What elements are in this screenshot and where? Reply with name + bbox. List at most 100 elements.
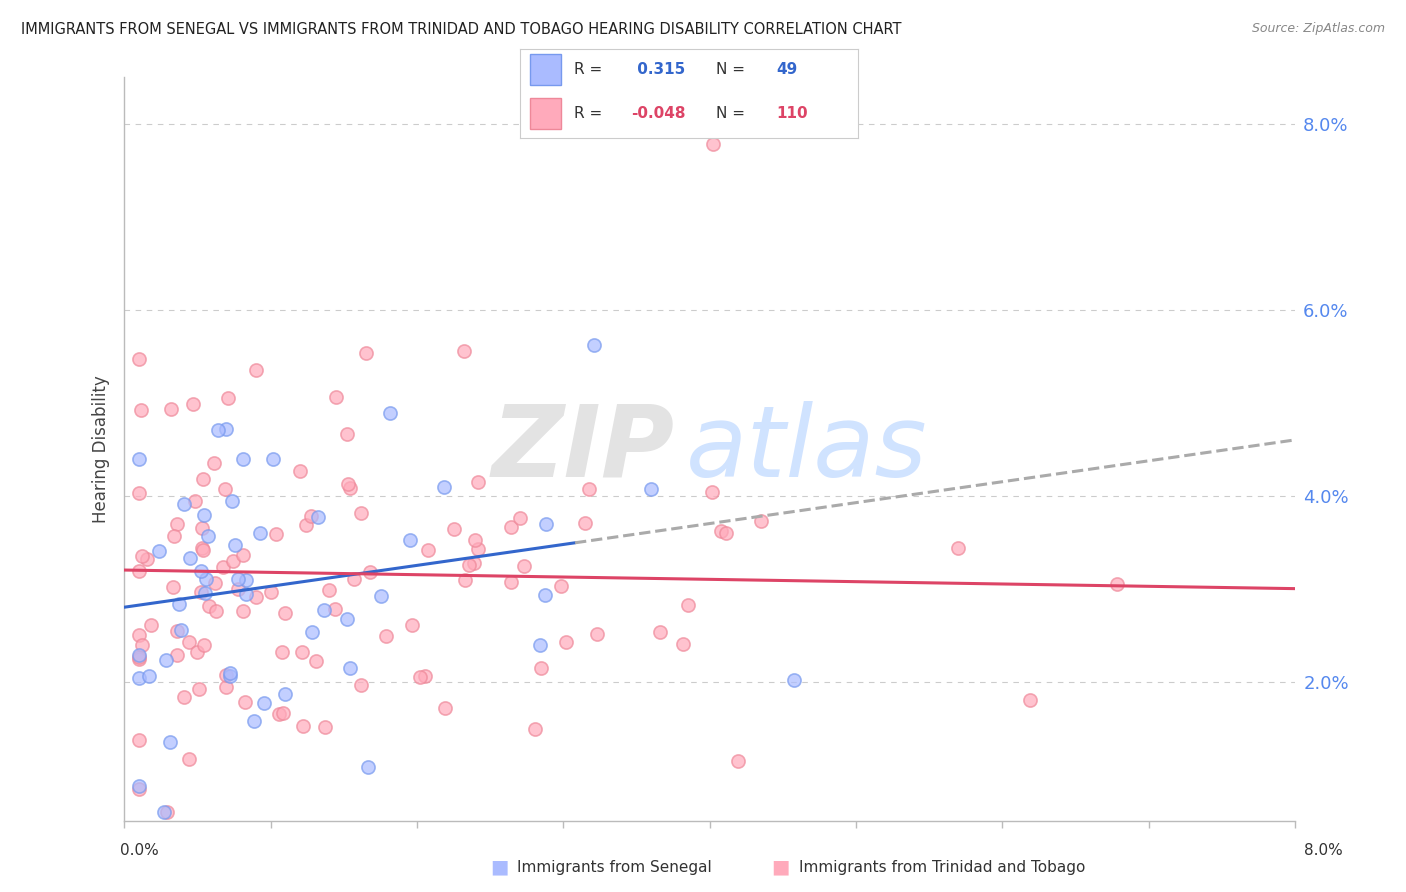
- Text: 8.0%: 8.0%: [1303, 843, 1343, 858]
- Point: [443, 522, 465, 536]
- Point: [128, 732, 150, 747]
- Point: [202, 456, 225, 470]
- Text: Source: ZipAtlas.com: Source: ZipAtlas.com: [1251, 22, 1385, 36]
- Point: [574, 516, 596, 530]
- Point: [170, 623, 193, 637]
- Point: [727, 755, 749, 769]
- Point: [676, 599, 699, 613]
- Point: [233, 695, 256, 709]
- Point: [467, 475, 489, 490]
- Point: [221, 493, 243, 508]
- Point: [148, 544, 170, 558]
- Point: [166, 517, 188, 532]
- Point: [710, 524, 733, 538]
- Point: [536, 516, 558, 531]
- Point: [294, 518, 316, 533]
- Point: [314, 720, 336, 734]
- Y-axis label: Hearing Disability: Hearing Disability: [93, 376, 110, 523]
- Point: [370, 590, 392, 604]
- Point: [288, 464, 311, 478]
- Point: [249, 525, 271, 540]
- Point: [191, 473, 214, 487]
- Point: [307, 509, 329, 524]
- Point: [232, 605, 254, 619]
- Text: ■: ■: [489, 857, 509, 877]
- Text: N =: N =: [716, 106, 749, 121]
- Point: [336, 611, 359, 625]
- Point: [131, 549, 153, 564]
- Text: R =: R =: [574, 62, 607, 77]
- Point: [357, 760, 380, 774]
- Point: [128, 351, 150, 366]
- Point: [464, 533, 486, 548]
- Point: [290, 645, 312, 659]
- Text: Immigrants from Trinidad and Tobago: Immigrants from Trinidad and Tobago: [799, 860, 1085, 874]
- Point: [197, 529, 219, 543]
- Point: [186, 645, 208, 659]
- Point: [222, 554, 245, 568]
- Point: [434, 701, 457, 715]
- Point: [274, 687, 297, 701]
- Point: [374, 629, 396, 643]
- Point: [339, 660, 361, 674]
- Point: [139, 617, 162, 632]
- Text: IMMIGRANTS FROM SENEGAL VS IMMIGRANTS FROM TRINIDAD AND TOBAGO HEARING DISABILIT: IMMIGRANTS FROM SENEGAL VS IMMIGRANTS FR…: [21, 22, 901, 37]
- Point: [156, 805, 179, 819]
- Point: [529, 661, 551, 675]
- Point: [190, 521, 212, 535]
- Point: [343, 572, 366, 586]
- Text: 110: 110: [776, 106, 808, 121]
- Point: [253, 696, 276, 710]
- Point: [409, 670, 432, 684]
- Point: [217, 391, 239, 405]
- Point: [1107, 577, 1129, 591]
- Point: [128, 650, 150, 665]
- Point: [413, 668, 436, 682]
- Point: [453, 343, 475, 358]
- Point: [640, 482, 662, 496]
- Point: [232, 549, 254, 563]
- Point: [184, 493, 207, 508]
- Point: [529, 638, 551, 652]
- Point: [714, 526, 737, 541]
- Point: [173, 497, 195, 511]
- Text: 0.0%: 0.0%: [120, 843, 159, 858]
- Point: [128, 452, 150, 467]
- Point: [463, 556, 485, 570]
- Text: atlas: atlas: [686, 401, 928, 498]
- Point: [155, 653, 177, 667]
- Point: [266, 527, 288, 541]
- Point: [1019, 693, 1042, 707]
- Point: [204, 604, 226, 618]
- Point: [128, 564, 150, 578]
- FancyBboxPatch shape: [530, 98, 561, 129]
- Point: [128, 652, 150, 666]
- Point: [534, 587, 557, 601]
- Point: [153, 805, 176, 819]
- Point: [585, 626, 607, 640]
- Point: [509, 511, 531, 525]
- Point: [672, 637, 695, 651]
- Point: [181, 397, 204, 411]
- Point: [325, 601, 347, 615]
- Point: [271, 706, 294, 721]
- Point: [418, 542, 440, 557]
- Point: [219, 666, 242, 681]
- Point: [214, 422, 236, 436]
- Point: [554, 634, 576, 648]
- Point: [550, 579, 572, 593]
- Point: [243, 714, 266, 728]
- Point: [235, 574, 257, 588]
- Point: [232, 451, 254, 466]
- Point: [198, 599, 221, 614]
- Point: [291, 719, 314, 733]
- Point: [336, 477, 359, 491]
- Point: [305, 654, 328, 668]
- Point: [263, 452, 285, 467]
- Point: [188, 681, 211, 696]
- Point: [204, 575, 226, 590]
- Point: [166, 624, 188, 638]
- Point: [271, 645, 294, 659]
- Point: [179, 751, 201, 765]
- Point: [312, 603, 335, 617]
